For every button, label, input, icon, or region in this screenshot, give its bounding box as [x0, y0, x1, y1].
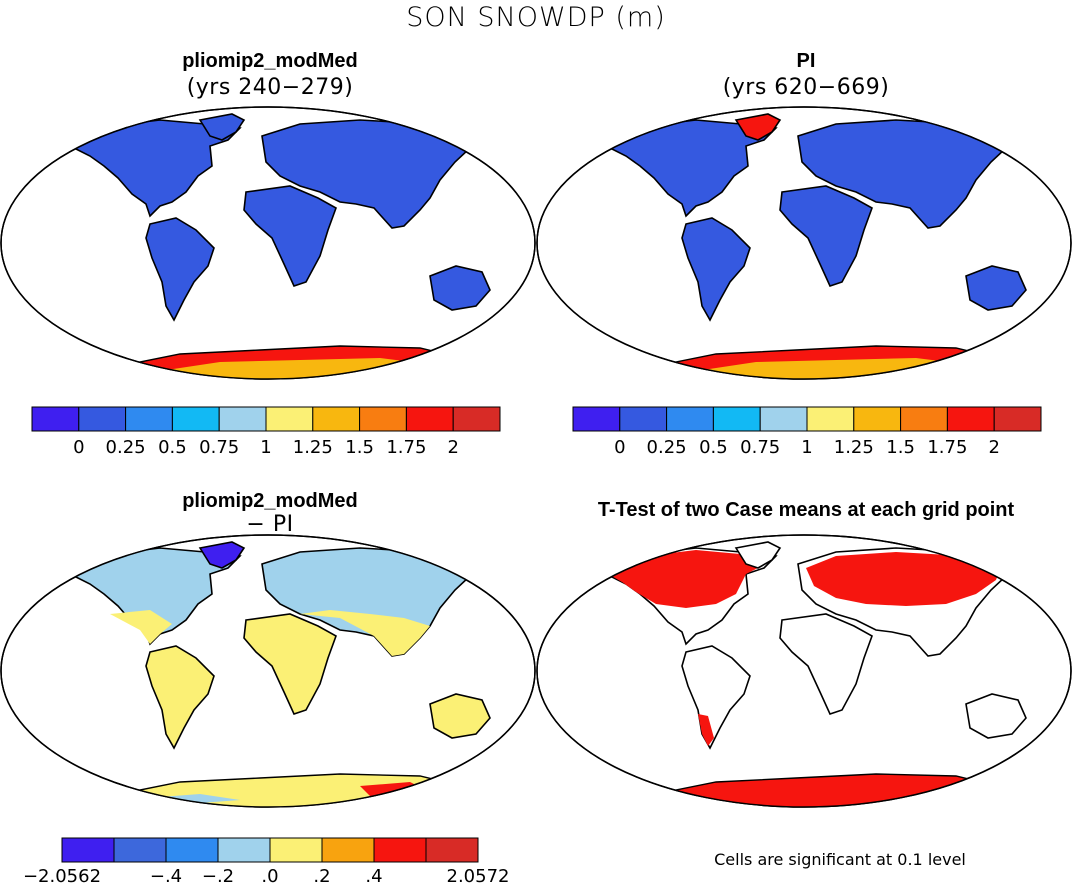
colorbar-1-tick-label: 1.5: [345, 437, 374, 458]
colorbar-2-tick-label: 1.5: [886, 437, 915, 458]
colorbar-3-swatch: [269, 837, 323, 863]
panel-3-subtitle: − PI: [246, 512, 294, 537]
greenland: [198, 113, 246, 141]
panel-2-subtitle: (yrs 620−669): [722, 75, 890, 100]
colorbar-2-tick-label: 1: [801, 437, 812, 458]
colorbar-1-tick-label: 2: [447, 437, 458, 458]
colorbar-3-tick-label: −2.0562: [23, 866, 101, 885]
colorbar-2-swatch: [619, 406, 668, 432]
colorbar-2-swatch: [900, 406, 948, 432]
colorbar-3-swatch: [373, 837, 427, 863]
colorbar-1-tick-label: 0.75: [199, 437, 239, 458]
colorbar-2-swatch: [572, 406, 621, 432]
colorbar-3-tick-label: .0: [261, 866, 278, 885]
colorbar-3-swatch: [425, 837, 479, 863]
colorbar-2-tick-label: 0.5: [699, 437, 728, 458]
colorbar-2-swatch: [853, 406, 902, 432]
colorbar-1-swatch: [31, 406, 80, 432]
map-panel-1: [0, 106, 536, 380]
panel-3-title: pliomip2_modMed: [182, 490, 358, 512]
colorbar-panel-1: 0 0.25 0.5 0.75 1 1.25 1.5 1.75 2: [31, 406, 501, 458]
panel-1-title: pliomip2_modMed: [182, 50, 358, 72]
colorbar-1-swatch: [78, 406, 127, 432]
colorbar-3-tick-label: −.2: [202, 866, 234, 885]
colorbar-1-tick-label: 0: [73, 437, 84, 458]
colorbar-1-swatch: [125, 406, 173, 432]
map-panel-4: [536, 534, 1072, 808]
africa: [243, 185, 337, 287]
colorbar-2-swatch: [806, 406, 855, 432]
colorbar-1-tick-label: 0.25: [106, 437, 146, 458]
australia: [429, 265, 491, 311]
colorbar-2-tick-label: 1.75: [927, 437, 967, 458]
colorbar-3-swatch: [321, 837, 375, 863]
colorbar-2-swatch: [712, 406, 761, 432]
colorbar-2-swatch: [993, 406, 1042, 432]
colorbar-3-swatch: [165, 837, 219, 863]
colorbar-1-swatch: [218, 406, 267, 432]
colorbar-2-tick-label: 0.25: [647, 437, 687, 458]
colorbar-3-tick-label: .2: [313, 866, 330, 885]
colorbar-2-swatch: [666, 406, 714, 432]
significance-footnote: Cells are significant at 0.1 level: [714, 850, 966, 869]
colorbar-2-tick-label: 0.75: [740, 437, 780, 458]
colorbar-3-swatch: [113, 837, 167, 863]
colorbar-2-swatch: [759, 406, 808, 432]
map-panel-2: [536, 106, 1072, 380]
colorbar-3-tick-label: −.4: [150, 866, 182, 885]
panel-2-title: PI: [796, 50, 816, 72]
colorbar-3-tick-label: .4: [365, 866, 382, 885]
colorbar-1-swatch: [359, 406, 407, 432]
colorbar-3-swatch: [217, 837, 271, 863]
south-america: [145, 217, 215, 322]
colorbar-1-tick-label: 1: [260, 437, 271, 458]
colorbar-3-tick-label: 2.0572: [447, 866, 510, 885]
colorbar-3-swatch: [61, 837, 115, 863]
colorbar-1-swatch: [452, 406, 501, 432]
colorbar-1-tick-label: 0.5: [158, 437, 187, 458]
panel-1-subtitle: (yrs 240−279): [186, 75, 354, 100]
colorbar-2-tick-label: 1.25: [834, 437, 874, 458]
colorbar-1-swatch: [171, 406, 220, 432]
colorbar-1-tick-label: 1.75: [386, 437, 426, 458]
colorbar-panel-2: 0 0.25 0.5 0.75 1 1.25 1.5 1.75 2: [572, 406, 1042, 458]
colorbar-1-swatch: [312, 406, 361, 432]
colorbar-1-swatch: [265, 406, 314, 432]
map-panel-3: [0, 534, 536, 808]
colorbar-2-tick-label: 0: [614, 437, 625, 458]
colorbar-1-tick-label: 1.25: [293, 437, 333, 458]
colorbar-panel-3: −2.0562 −.4 −.2 .0 .2 .4 2.0572: [23, 837, 510, 885]
colorbar-2-swatch: [946, 406, 995, 432]
colorbar-1-swatch: [405, 406, 454, 432]
colorbar-2-tick-label: 2: [988, 437, 999, 458]
panel-4-title: T-Test of two Case means at each grid po…: [597, 499, 1015, 521]
figure-title: SON SNOWDP (m): [406, 2, 666, 33]
greenland: [734, 113, 782, 141]
